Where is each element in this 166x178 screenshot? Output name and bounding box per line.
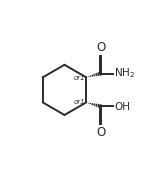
Text: or1: or1 [73,99,85,105]
Text: OH: OH [114,102,130,112]
Text: or1: or1 [73,75,85,81]
Text: O: O [96,41,105,54]
Text: NH$_2$: NH$_2$ [114,66,135,80]
Text: O: O [96,126,105,139]
